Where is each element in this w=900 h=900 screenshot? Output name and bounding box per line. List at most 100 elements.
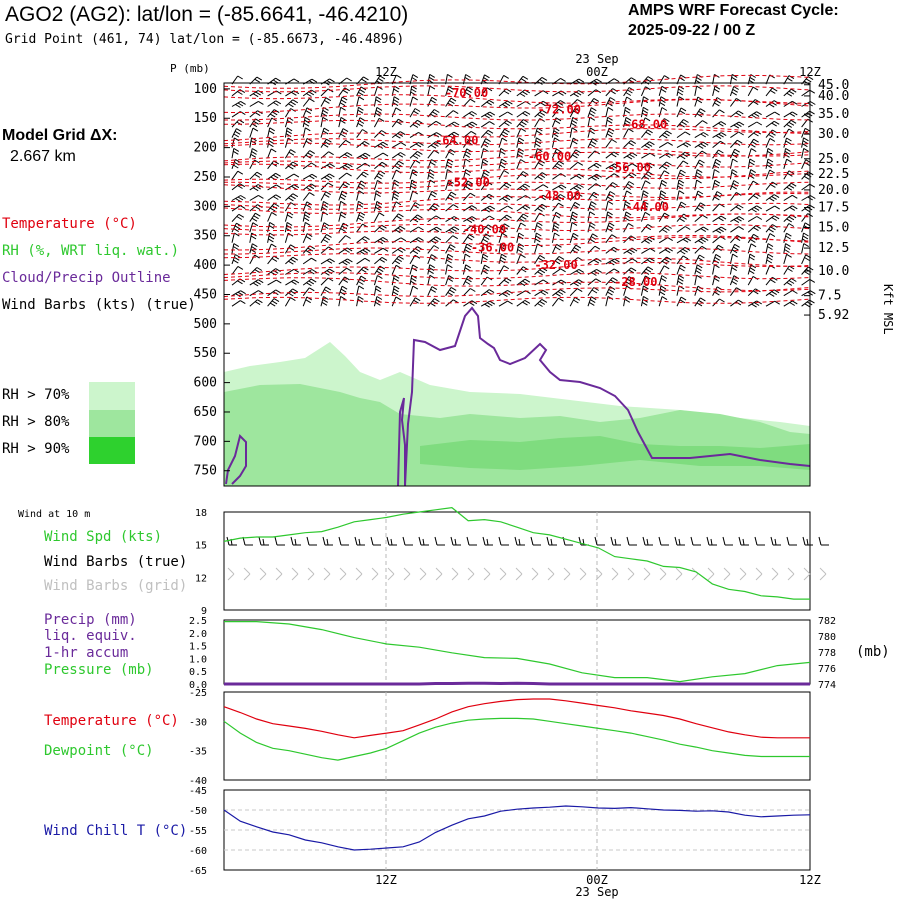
wind-barb-feather (554, 137, 560, 142)
wind-barb-staff (747, 216, 758, 223)
rh-80-swatch (89, 410, 135, 437)
wind-barb (694, 120, 708, 128)
height-tick-label: 10.0 (818, 264, 849, 279)
temperature-contours: -70.00-72.00-68.00-64.00-60.00-56.00-52.… (223, 74, 811, 304)
wind-barb (801, 171, 814, 180)
temperature-contour-label: -40.00 (463, 222, 506, 236)
wind-barb-staff (534, 255, 541, 265)
wind-chill-gridlines (224, 809, 810, 851)
wind-barb-feather (804, 208, 811, 213)
wind-barb-10m-feather (322, 536, 326, 546)
wind-barb-feather (291, 185, 297, 190)
wind-barb-staff (747, 169, 752, 180)
wind-barb-staff (658, 96, 662, 107)
wind-barb-staff (267, 137, 270, 148)
height-tick-label: 30.0 (818, 127, 849, 142)
wind-barb-feather (447, 102, 454, 107)
wind-barb-feather (522, 280, 528, 285)
wind-barb-staff (605, 258, 615, 265)
wind-barb-staff (374, 236, 384, 244)
wind-barb-staff (302, 278, 312, 286)
wind-barb (338, 139, 351, 148)
wind-barb-grid-staff (547, 567, 555, 575)
wind-barb-10m (354, 536, 365, 546)
wind-barb-staff (320, 107, 324, 118)
wind-barb-staff (285, 193, 294, 201)
wind-barb-staff (569, 149, 577, 159)
wind-barb (374, 236, 389, 245)
wind-barb-feather (679, 155, 686, 160)
wind-barb-feather (268, 224, 275, 229)
rh-90-region (420, 436, 810, 470)
wind-barb-10m (674, 536, 685, 546)
wind-barb-staff (747, 288, 756, 297)
right-tick-label: 782 (818, 616, 836, 627)
wind-barb (676, 190, 685, 201)
wind-barb (587, 78, 602, 86)
wind-barb-staff (801, 137, 804, 148)
wind-barb-grid-feather (755, 573, 763, 581)
wind-barb-10m-feather (274, 536, 278, 546)
wind-barb-feather (573, 232, 579, 237)
wind-barb (569, 137, 579, 148)
wind-barb-staff (730, 131, 739, 139)
left-tick-label: 2.5 (189, 616, 207, 627)
wind-barb (712, 109, 725, 118)
wind-barb-feather (288, 103, 294, 108)
wind-barb-grid-feather (803, 573, 811, 581)
wind-barb-staff (462, 148, 468, 159)
rh-70-label: RH > 70% (2, 387, 70, 403)
wind-barb-staff (658, 130, 667, 138)
wind-barb-feather (770, 226, 776, 231)
left-tick-label: 18 (195, 508, 207, 519)
wind-barb-grid-feather (403, 573, 411, 581)
wind-barb-staff (801, 89, 811, 97)
wind-barb-feather (766, 164, 773, 169)
wind-barb (587, 127, 596, 138)
wind-barb-staff (569, 108, 576, 118)
wind-barb-feather (541, 76, 548, 81)
wind-barb-feather (555, 211, 562, 216)
wind-barb-feather (288, 151, 295, 156)
wind-barb-feather (251, 246, 257, 251)
wind-barb (552, 100, 566, 108)
wind-barb-staff (320, 268, 330, 275)
wind-barb-feather (435, 120, 442, 125)
wind-barb-feather (305, 235, 312, 240)
wind-barb (463, 192, 476, 201)
wind-barb-feather (363, 171, 369, 176)
wind-barb (640, 190, 649, 201)
wind-barb-staff (463, 216, 473, 223)
wind-barb-staff (267, 109, 275, 118)
wind-barb (801, 159, 811, 170)
wind-barb-feather (786, 123, 792, 128)
wind-barb-staff (409, 159, 416, 170)
wind-barb (374, 256, 388, 265)
wind-barb (356, 152, 371, 160)
wind-barb (373, 170, 386, 180)
wind-barb-grid-10m (371, 567, 379, 581)
wind-barb (783, 88, 797, 97)
wind-barb-feather (697, 240, 704, 245)
wind-barb (569, 232, 579, 243)
wind-barb-feather (448, 179, 454, 184)
wind-barb (640, 180, 651, 191)
wind-barb-feather (749, 267, 756, 272)
wind-barb-feather (787, 77, 793, 82)
wind-barb (267, 255, 280, 265)
wind-barb-staff (249, 254, 256, 265)
wind-barb-staff (712, 159, 717, 169)
wind-barb-feather (464, 281, 471, 285)
wind-barb-staff (445, 121, 455, 128)
wind-barb (676, 274, 685, 286)
wind-barb-feather (522, 112, 528, 117)
wind-barb-feather (607, 291, 613, 296)
wind-barb (409, 264, 418, 275)
wind-barb-staff (427, 141, 437, 149)
wind-barb (587, 245, 601, 254)
wind-barb-feather (591, 176, 597, 181)
wind-barb-feather (536, 130, 542, 135)
wind-barb-feather (682, 160, 689, 165)
wind-barb (801, 290, 816, 297)
wind-barb-grid-10m (387, 567, 395, 581)
